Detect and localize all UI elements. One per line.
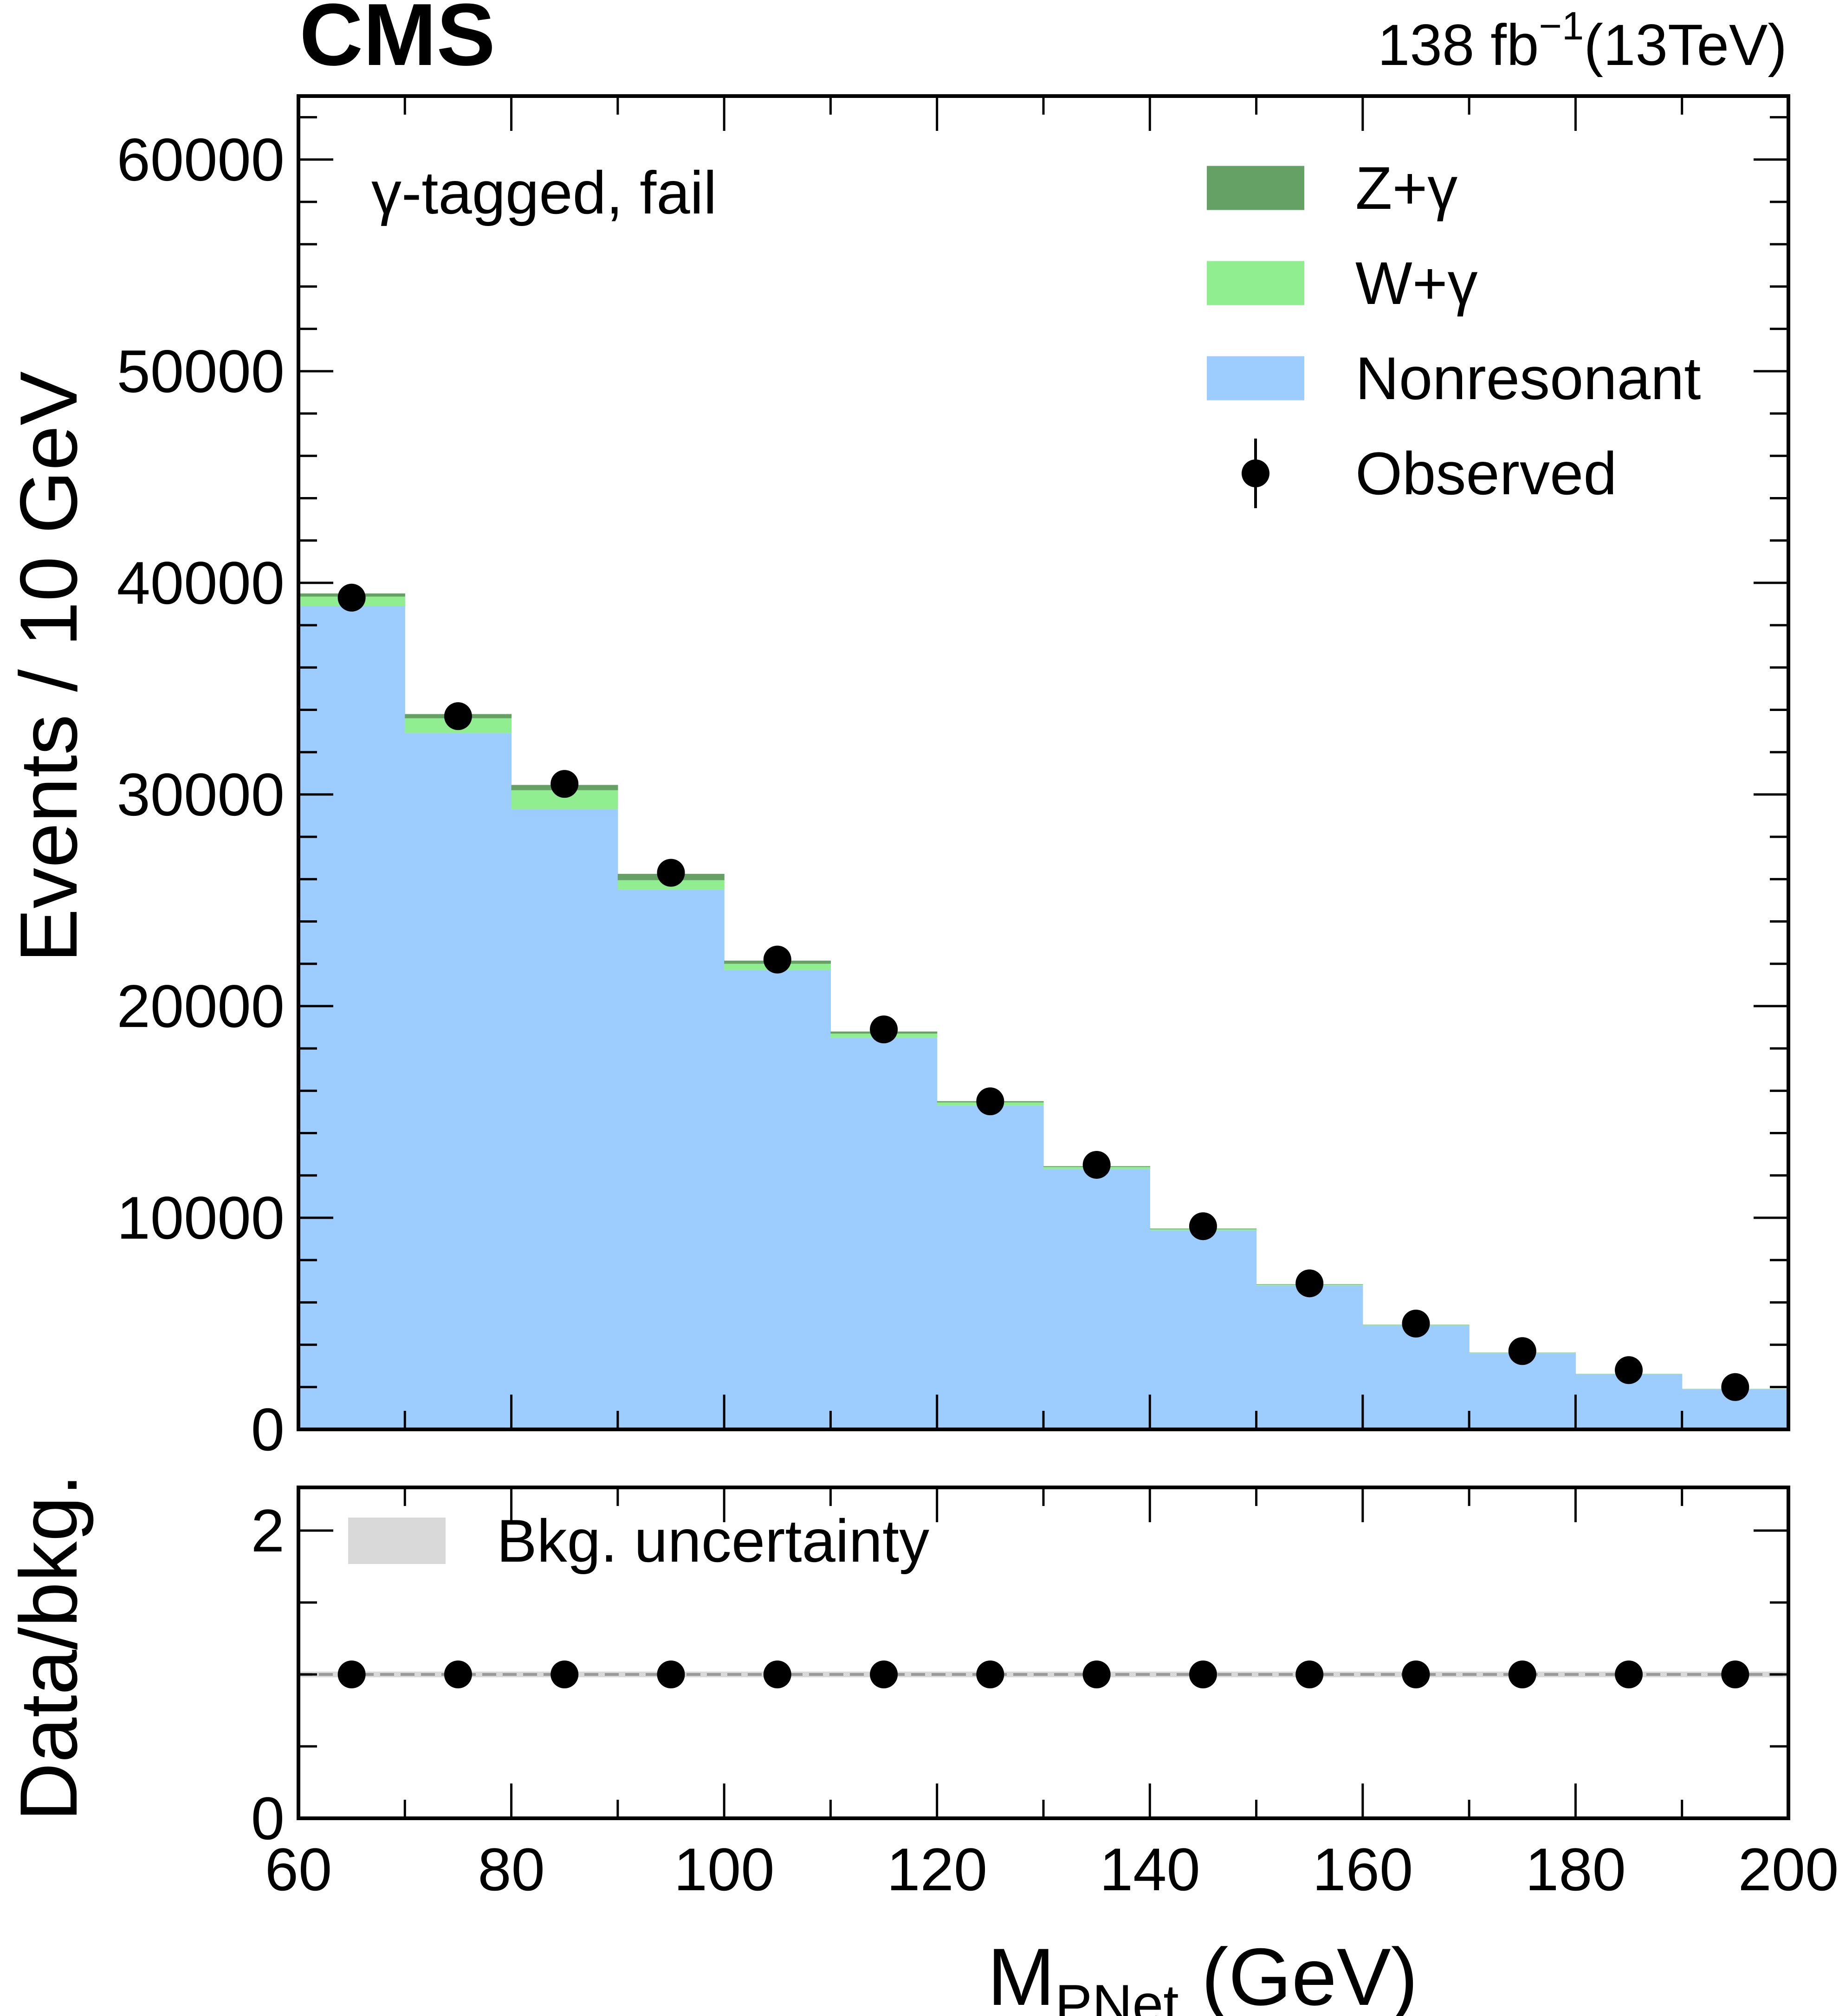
ratio-ticks: 60 80 100 120 140 160 180 200 0 2 (251, 1487, 1839, 1903)
ratio-band (298, 1671, 1788, 1678)
y-tick-label: 0 (251, 1396, 285, 1463)
stack-fills (298, 593, 1789, 1429)
category-label: γ-tagged, fail (371, 159, 717, 226)
x-tick-label: 140 (1100, 1835, 1200, 1903)
ratio-legend: Bkg. uncertainty (348, 1507, 929, 1575)
luminosity-exponent: −1 (1539, 4, 1584, 48)
main-ticks: 0 10000 20000 30000 40000 50000 60000 (117, 96, 1790, 1463)
y-tick-label: 30000 (117, 761, 285, 828)
ratio-point (550, 1661, 579, 1688)
y-tick-label: 20000 (117, 972, 285, 1040)
bar-nonresonant-3 (617, 890, 725, 1429)
ratio-panel: 60 80 100 120 140 160 180 200 0 2 Data/bkg. Bkg. … (4, 1473, 1839, 2016)
bar-nonresonant-2 (511, 809, 618, 1429)
bar-nonresonant-11 (1469, 1353, 1576, 1429)
y-tick-label: 50000 (117, 337, 285, 405)
bar-nonresonant-7 (1043, 1169, 1150, 1429)
observed-points (337, 583, 1749, 1401)
bar-nonresonant-0 (298, 606, 405, 1429)
y-tick-label: 0 (251, 1784, 285, 1852)
ratio-point (1295, 1661, 1324, 1688)
observed-point (1615, 1356, 1643, 1384)
observed-point (976, 1087, 1004, 1116)
observed-point (1508, 1337, 1536, 1365)
energy-label: (13TeV) (1584, 13, 1787, 78)
observed-point (337, 583, 366, 612)
ratio-y-axis-title: Data/bkg. (4, 1473, 94, 1821)
ratio-point (1508, 1661, 1536, 1688)
main-y-axis-title: Events / 10 GeV (4, 371, 94, 963)
x-tick-label: 80 (478, 1835, 545, 1903)
ratio-frame (297, 1486, 1790, 1820)
observed-point (870, 1015, 898, 1044)
bar-nonresonant-5 (830, 1038, 938, 1429)
observed-point (444, 702, 472, 730)
observed-point (1721, 1373, 1749, 1401)
x-tick-label: 120 (887, 1835, 987, 1903)
ratio-point (337, 1661, 366, 1688)
observed-point (1295, 1269, 1324, 1298)
ratio-point (1082, 1661, 1111, 1688)
legend-label: Nonresonant (1355, 344, 1701, 412)
ratio-legend-swatch (348, 1518, 446, 1564)
x-tick-label: 200 (1738, 1835, 1839, 1903)
main-panel: 0 10000 20000 30000 40000 50000 60000 γ-tagged… (4, 94, 1790, 1463)
y-tick-label: 10000 (117, 1184, 285, 1252)
bar-nonresonant-6 (937, 1105, 1044, 1429)
legend-swatch (1207, 166, 1304, 210)
main-frame (297, 94, 1790, 1431)
observed-point (550, 770, 579, 798)
ratio-point (1615, 1661, 1643, 1688)
x-tick-label: 60 (265, 1835, 332, 1903)
observed-point (1082, 1150, 1111, 1179)
legend-swatch (1207, 356, 1304, 401)
luminosity-value: 138 fb (1378, 13, 1539, 78)
x-axis-title-sub: PNet (1055, 1973, 1179, 2016)
y-tick-label: 60000 (117, 126, 285, 194)
legend: Z+γ W+γ Nonresonant Observed (1207, 154, 1701, 508)
ratio-point (763, 1661, 791, 1688)
bar-nonresonant-10 (1362, 1325, 1470, 1429)
legend-marker (1242, 459, 1269, 487)
ratio-points (337, 1661, 1749, 1688)
ratio-legend-label: Bkg. uncertainty (497, 1507, 929, 1575)
observed-point (763, 945, 791, 974)
y-tick-label: 2 (251, 1497, 285, 1564)
x-tick-label: 180 (1525, 1835, 1626, 1903)
observed-point (1402, 1309, 1430, 1338)
legend-label: Z+γ (1355, 154, 1457, 222)
ratio-point (444, 1661, 472, 1688)
x-axis-title-unit: (GeV) (1179, 1932, 1418, 2016)
x-axis-title-main: M (987, 1932, 1055, 2016)
observed-point (657, 859, 685, 887)
x-tick-label: 100 (674, 1835, 775, 1903)
luminosity-label: 138 fb−1(13TeV) (1378, 4, 1787, 78)
x-tick-label: 160 (1312, 1835, 1413, 1903)
ratio-point (657, 1661, 685, 1688)
bar-nonresonant-8 (1150, 1230, 1257, 1429)
legend-label: W+γ (1355, 249, 1478, 317)
legend-label: Observed (1355, 439, 1617, 507)
y-tick-label: 40000 (117, 549, 285, 617)
ratio-point (870, 1661, 898, 1688)
ratio-point (1721, 1661, 1749, 1688)
observed-point (1189, 1212, 1217, 1241)
x-axis-title: MPNet (GeV) (987, 1932, 1418, 2016)
ratio-point (1189, 1661, 1217, 1688)
bar-nonresonant-1 (405, 733, 512, 1429)
legend-swatch (1207, 261, 1304, 305)
bar-nonresonant-4 (724, 970, 831, 1429)
ratio-point (1402, 1661, 1430, 1688)
bar-nonresonant-9 (1256, 1285, 1363, 1429)
ratio-point (976, 1661, 1004, 1688)
experiment-label: CMS (299, 0, 495, 84)
